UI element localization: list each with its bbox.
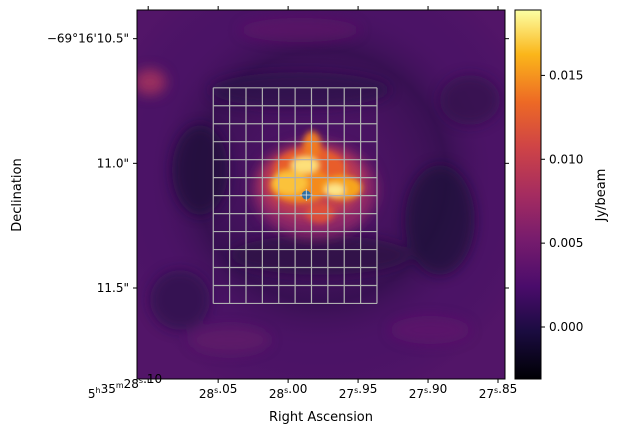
x-tick-label: 27s.85	[479, 382, 518, 401]
x-tick-label: 27s.90	[409, 382, 448, 401]
y-tick-label: 11.5"	[97, 281, 129, 295]
heatmap-image	[137, 10, 505, 379]
x-tick-label: 5h35m28s.10	[88, 372, 162, 401]
image-frame	[136, 9, 506, 380]
colorbar-label: Jy/beam	[594, 169, 609, 223]
colorbar-tick-label: 0.015	[549, 68, 583, 82]
colorbar-tick-label: 0.005	[549, 236, 583, 250]
colorbar-tick-label: 0.010	[549, 152, 583, 166]
x-tick-label: 28s.05	[199, 382, 238, 401]
colorbar-frame	[514, 9, 542, 380]
colorbar: 0.015 0.010 0.005 0.000 Jy/beam	[514, 9, 609, 380]
colorbar-tick-label: 0.000	[549, 320, 583, 334]
x-axis-label: Right Ascension	[269, 410, 373, 425]
x-tick-label: 28s.00	[269, 382, 308, 401]
grid-overlay	[212, 87, 378, 305]
y-tick-label: 11.0"	[97, 156, 129, 170]
x-tick-label: 27s.95	[339, 382, 378, 401]
source-marker	[300, 188, 313, 201]
y-tick-label: −69°16'10.5"	[47, 32, 129, 46]
y-axis-label: Declination	[10, 158, 25, 232]
y-axis: −69°16'10.5" 11.0" 11.5"	[47, 32, 509, 295]
x-axis: 5h35m28s.10 28s.05 28s.00 27s.95 27s.90 27s.8…	[88, 6, 517, 401]
colorbar-gradient	[515, 10, 541, 379]
